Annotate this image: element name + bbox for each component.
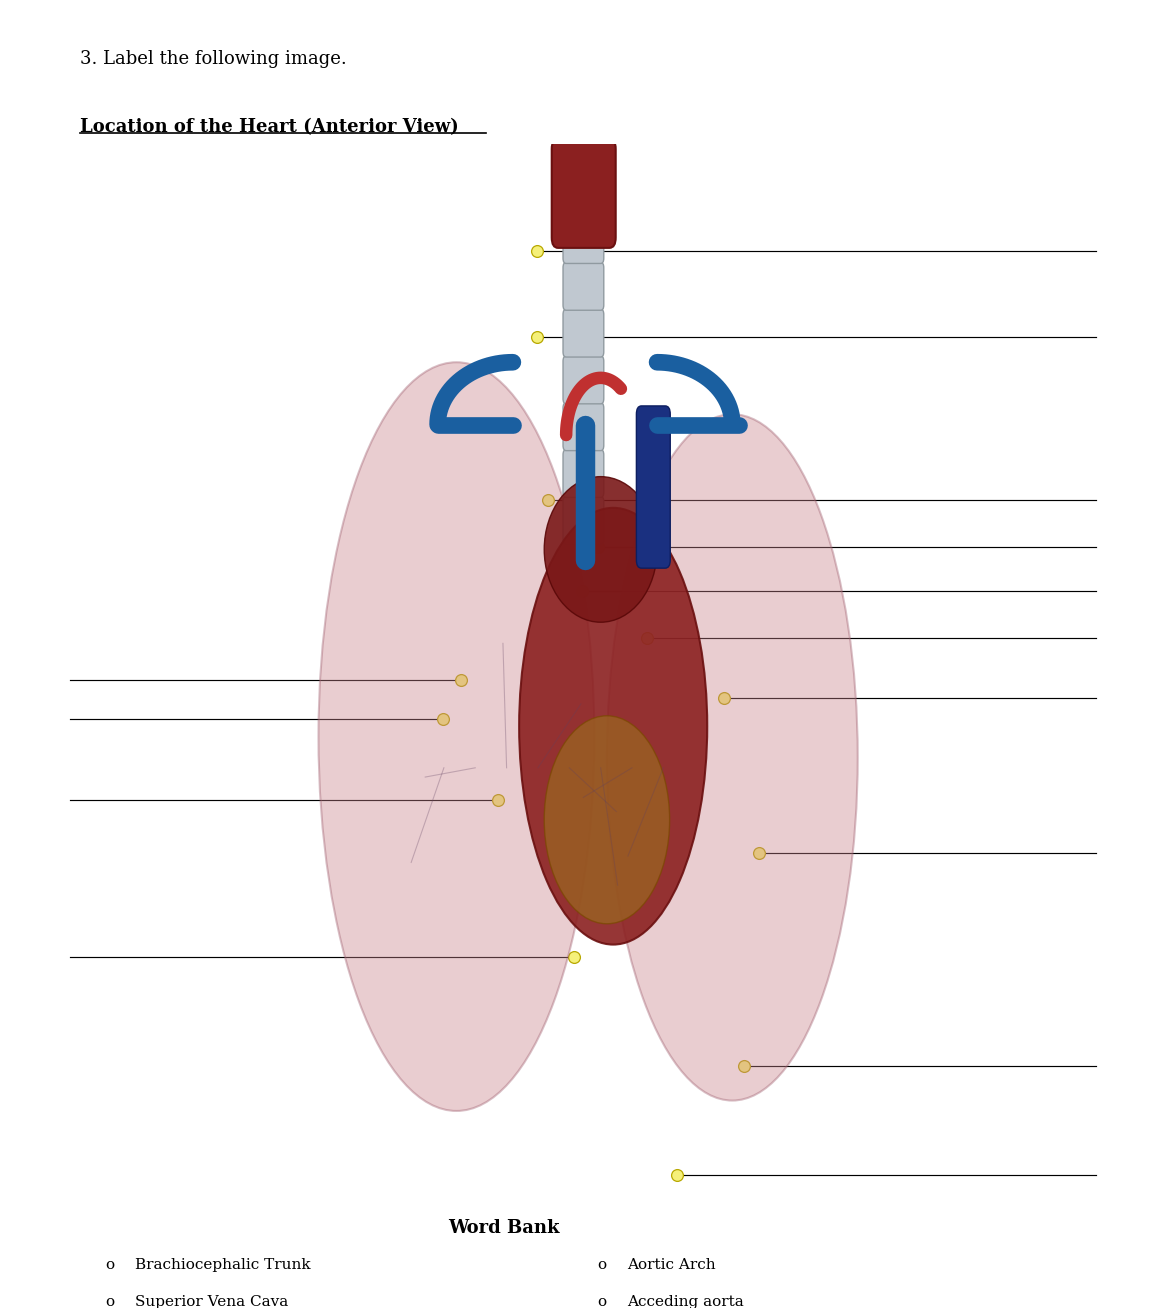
Text: o: o	[598, 1295, 607, 1308]
Ellipse shape	[519, 508, 707, 944]
Text: o: o	[105, 1258, 115, 1273]
Ellipse shape	[319, 362, 594, 1110]
Text: Word Bank: Word Bank	[448, 1219, 560, 1237]
Text: 3. Label the following image.: 3. Label the following image.	[80, 50, 347, 68]
FancyBboxPatch shape	[563, 497, 604, 544]
Text: Location of the Heart (Anterior View): Location of the Heart (Anterior View)	[80, 118, 458, 136]
Ellipse shape	[544, 715, 669, 923]
Text: o: o	[105, 1295, 115, 1308]
Text: Brachiocephalic Trunk: Brachiocephalic Trunk	[135, 1258, 311, 1273]
FancyBboxPatch shape	[636, 405, 670, 568]
FancyBboxPatch shape	[563, 216, 604, 263]
FancyBboxPatch shape	[552, 139, 615, 247]
FancyBboxPatch shape	[563, 450, 604, 497]
Text: Aortic Arch: Aortic Arch	[627, 1258, 716, 1273]
FancyBboxPatch shape	[563, 263, 604, 310]
Text: Superior Vena Cava: Superior Vena Cava	[135, 1295, 288, 1308]
Ellipse shape	[544, 476, 657, 623]
FancyBboxPatch shape	[563, 403, 604, 451]
FancyBboxPatch shape	[563, 356, 604, 404]
Text: o: o	[598, 1258, 607, 1273]
Ellipse shape	[607, 415, 858, 1100]
FancyBboxPatch shape	[563, 309, 604, 357]
Text: Acceding aorta: Acceding aorta	[627, 1295, 744, 1308]
